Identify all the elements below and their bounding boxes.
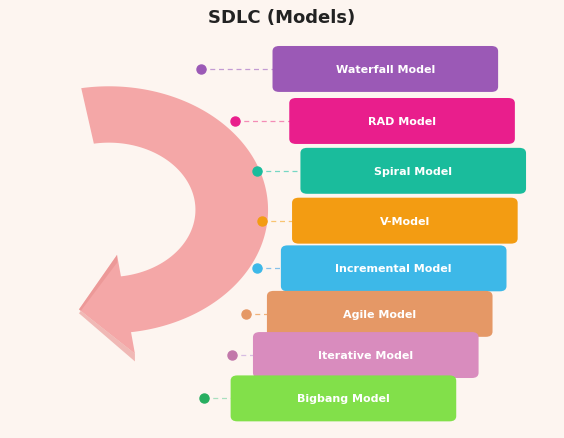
FancyBboxPatch shape <box>253 332 479 378</box>
Text: Iterative Model: Iterative Model <box>318 350 413 360</box>
Text: Waterfall Model: Waterfall Model <box>336 65 435 75</box>
Polygon shape <box>79 87 268 354</box>
Text: RAD Model: RAD Model <box>368 117 436 127</box>
Text: V-Model: V-Model <box>380 216 430 226</box>
Text: Spiral Model: Spiral Model <box>374 166 452 177</box>
Text: SDLC (Models): SDLC (Models) <box>208 9 356 27</box>
FancyBboxPatch shape <box>301 148 526 194</box>
FancyBboxPatch shape <box>272 47 498 93</box>
FancyBboxPatch shape <box>281 246 506 292</box>
Polygon shape <box>79 255 135 362</box>
FancyBboxPatch shape <box>289 99 515 145</box>
Text: Incremental Model: Incremental Model <box>336 264 452 274</box>
Text: Agile Model: Agile Model <box>343 309 416 319</box>
Text: Bigbang Model: Bigbang Model <box>297 393 390 403</box>
FancyBboxPatch shape <box>267 291 492 337</box>
FancyBboxPatch shape <box>292 198 518 244</box>
FancyBboxPatch shape <box>231 375 456 421</box>
